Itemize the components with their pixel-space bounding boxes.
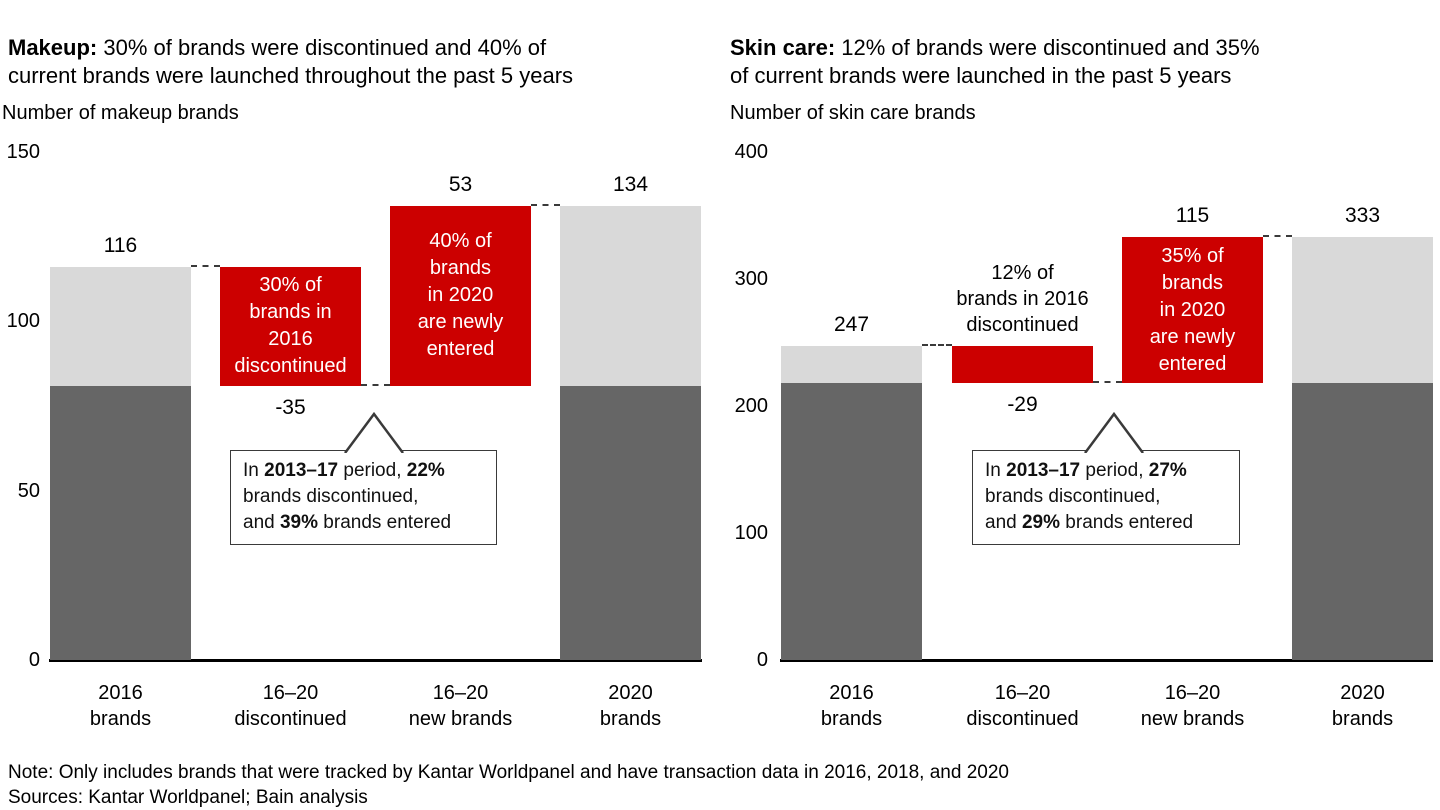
makeup-callout: In 2013–17 period, 22% brands discontinu… — [230, 411, 497, 545]
makeup-category-label-0: 2016 brands — [89, 682, 152, 730]
skin-care-16-20-new-brands-value-label: 115 — [1175, 204, 1210, 228]
skin-care-connector-0 — [922, 344, 952, 347]
makeup-y-tick-0: 0 — [28, 649, 40, 671]
skin-care-2016-brands-segment-dark_gray — [781, 383, 922, 660]
skin-care-16-20-new-brands-inner-label: 35% of brands in 2020 are newly entered — [1149, 244, 1236, 375]
skin-care-annotation: 12% of brands in 2016 discontinued — [956, 262, 1089, 337]
skin-care-category-label-2: 16–20 new brands — [1140, 682, 1245, 730]
makeup-16-20-new-brands-bar: 40% of brands in 2020 are newly entered — [390, 206, 531, 386]
makeup-16-20-discontinued-inner-label: 30% of brands in 2016 discontinued — [234, 274, 347, 378]
skin-care-16-20-discontinued-bar — [952, 346, 1093, 384]
skin-care-callout-text: In 2013–17 period, 27% brands discontinu… — [985, 460, 1194, 533]
skin-care-y-axis-title: Number of skin care brands — [730, 102, 976, 124]
note-line: Note: Only includes brands that were tra… — [8, 762, 1009, 783]
makeup-16-20-new-brands-value-label: 53 — [448, 173, 473, 197]
skin-care-connector-1 — [1093, 381, 1122, 384]
skin-care-x-axis-line — [780, 659, 1433, 662]
makeup-y-tick-100: 100 — [6, 310, 40, 333]
skin-care-y-tick-400: 400 — [734, 141, 768, 163]
skin-care-category-label-1: 16–20 discontinued — [966, 682, 1079, 730]
makeup-16-20-discontinued-bar: 30% of brands in 2016 discontinued — [220, 267, 361, 386]
makeup-category-label-2: 16–20 new brands — [408, 682, 513, 730]
makeup-y-tick-150: 150 — [6, 141, 40, 163]
makeup-category-label-3: 2020 brands — [599, 682, 662, 730]
skin-care-2020-brands-value-label: 333 — [1344, 204, 1381, 228]
makeup-callout-pointer-icon — [344, 411, 404, 453]
makeup-2016-brands-segment-light_gray — [50, 267, 191, 386]
makeup-callout-text: In 2013–17 period, 22% brands discontinu… — [243, 460, 452, 533]
makeup-2020-brands-value-label: 134 — [612, 173, 649, 197]
makeup-category-label-1: 16–20 discontinued — [234, 682, 347, 730]
makeup-2016-brands-segment-dark_gray — [50, 385, 191, 660]
skin-care-16-20-discontinued-value-label: -29 — [1007, 393, 1038, 417]
sources-line: Sources: Kantar Worldpanel; Bain analysi… — [8, 787, 368, 808]
skin-care-y-tick-200: 200 — [734, 395, 768, 417]
makeup-chart-title-lead: Makeup: — [8, 35, 98, 60]
makeup-chart-title-rest: 30% of brands were discontinued and 40% … — [8, 35, 574, 88]
makeup-2020-brands-segment-light_gray — [560, 206, 701, 386]
makeup-16-20-new-brands-inner-label: 40% of brands in 2020 are newly entered — [417, 230, 504, 361]
footnotes: Note: Only includes brands that were tra… — [8, 760, 1009, 810]
skin-care-2016-brands-value-label: 247 — [833, 313, 870, 337]
makeup-connector-1 — [361, 383, 390, 386]
makeup-2020-brands-segment-dark_gray — [560, 385, 701, 660]
makeup-y-axis-title: Number of makeup brands — [2, 102, 239, 124]
skin-care-callout-pointer-icon — [1084, 411, 1144, 453]
makeup-x-axis-line — [49, 659, 702, 662]
skin-care-y-tick-300: 300 — [734, 268, 768, 290]
skin-care-chart-title: Skin care: 12% of brands were discontinu… — [730, 6, 1435, 90]
makeup-y-tick-50: 50 — [17, 479, 40, 502]
skin-care-callout: In 2013–17 period, 27% brands discontinu… — [972, 411, 1240, 545]
skin-care-2020-brands-segment-dark_gray — [1292, 383, 1433, 660]
skin-care-connector-2 — [1263, 235, 1292, 238]
skin-care-chart-title-rest: 12% of brands were discontinued and 35% … — [730, 35, 1260, 88]
makeup-2016-brands-value-label: 116 — [103, 234, 138, 258]
skin-care-category-label-0: 2016 brands — [820, 682, 883, 730]
skin-care-category-label-3: 2020 brands — [1331, 682, 1394, 730]
skin-care-y-tick-0: 0 — [756, 649, 768, 671]
skin-care-chart-title-lead: Skin care: — [730, 35, 836, 60]
makeup-connector-0 — [191, 265, 220, 268]
makeup-16-20-discontinued-value-label: -35 — [275, 395, 306, 419]
makeup-connector-2 — [531, 204, 560, 207]
skin-care-y-tick-100: 100 — [734, 522, 768, 544]
skin-care-2016-brands-segment-light_gray — [781, 346, 922, 384]
skin-care-16-20-new-brands-bar: 35% of brands in 2020 are newly entered — [1122, 237, 1263, 384]
makeup-chart-title: Makeup: 30% of brands were discontinued … — [8, 6, 713, 90]
skin-care-2020-brands-segment-light_gray — [1292, 237, 1433, 384]
